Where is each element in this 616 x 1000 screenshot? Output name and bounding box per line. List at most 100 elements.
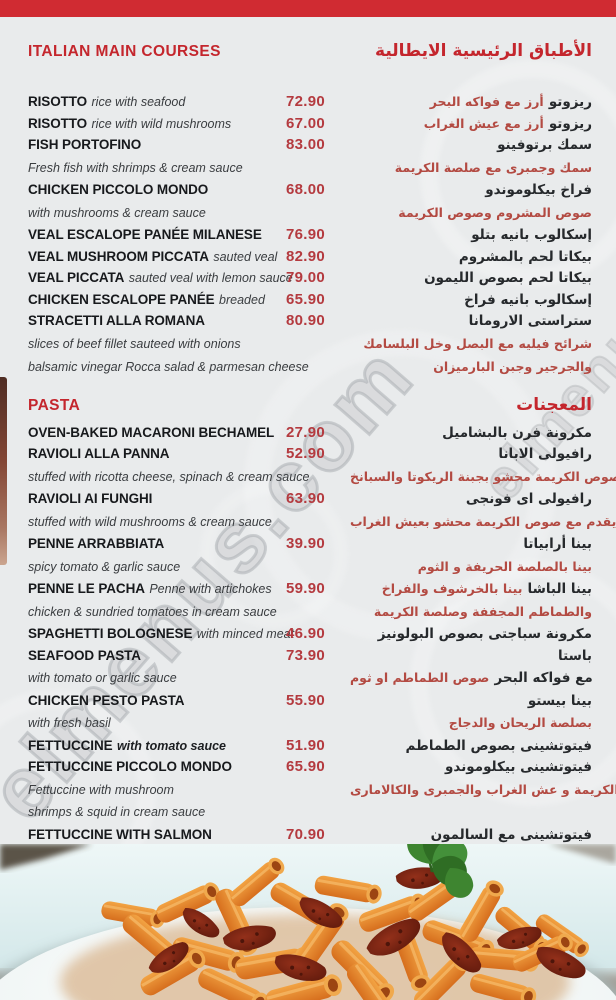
item-text-ar: فيتوتشينى بيكلوموندو	[350, 756, 592, 778]
item-text-ar: إسكالوب بانيه فراخ	[350, 289, 592, 311]
item-text-en: VEAL ESCALOPE PANÉE MILANESE	[28, 225, 286, 246]
item-text-en: stuffed with wild mushrooms & cream sauc…	[28, 511, 286, 534]
item-price: 80.90	[286, 312, 326, 329]
item-name-ar: مكرونة سباجتى بصوص البولونيز	[377, 626, 592, 642]
item-text-en: balsamic vinegar Rocca salad & parmesan …	[28, 356, 309, 379]
item-name-ar: باستا	[558, 647, 592, 664]
item-description-ar: يقدم مع صوص الكريمة محشو بجبنة الريكوتا …	[350, 468, 616, 484]
item-text-ar: ستراستى الارومانا	[350, 310, 592, 332]
item-price: 76.90	[286, 226, 326, 243]
item-name-ar: إسكالوب بانيه فراخ	[464, 291, 592, 308]
item-text-ar: باستا	[350, 645, 592, 667]
item-description-en: with tomato or garlic sauce	[28, 671, 177, 685]
item-price: 79.00	[286, 269, 326, 286]
item-description-en: sauted veal	[213, 249, 278, 264]
item-name-en: RAVIOLI ALLA PANNA	[28, 446, 170, 461]
item-text-ar: مع فواكه البحر صوص الطماطم او ثوم	[350, 666, 593, 690]
item-text-ar: يقدم مع صوص الكريمة محشو بجبنة الريكوتا …	[350, 465, 616, 488]
item-description-ar: بينا بالصلصة الحريفة و الثوم	[417, 558, 592, 574]
item-description-en: Penne with artichokes	[149, 582, 272, 596]
item-price: 83.00	[286, 136, 326, 153]
menu-description-row: slices of beef fillet sauteed with onion…	[28, 332, 592, 356]
item-name-en: PENNE LE PACHA	[28, 581, 145, 596]
menu-description-row: with tomato or garlic sauce مع فواكه البح…	[28, 666, 593, 690]
section-heading-en: ITALIAN MAIN COURSES	[28, 43, 221, 60]
item-name-en: FETTUCCINE WITH SALMON	[28, 826, 212, 842]
item-description-ar: بينا بالخرشوف والفراخ	[381, 581, 523, 596]
item-name-ar: ستراستى الارومانا	[468, 313, 592, 329]
item-description-en: chicken & sundried tomatoes in cream sau…	[28, 604, 277, 619]
item-description-en: stuffed with wild mushrooms & cream sauc…	[28, 514, 272, 529]
section-heading: PASTA المعجنات	[28, 395, 592, 415]
item-price: 52.90	[286, 445, 326, 462]
item-text-ar: بينا بيستو	[350, 690, 592, 712]
item-text-ar: رافيولى اى فونجى	[350, 488, 592, 510]
item-text-ar: ريزوتو أرز مع فواكه البحر	[350, 91, 592, 113]
item-name-ar: ريزوتو	[548, 115, 592, 132]
item-price: 59.90	[286, 580, 326, 597]
menu-item-row: VEAL MUSHROOM PICCATA sauted veal 82.90 بي…	[28, 246, 592, 268]
item-text-en: CHICKEN ESCALOPE PANÉE breaded	[28, 290, 286, 311]
menu-item-row: VEAL PICCATA sauted veal with lemon sauc…	[28, 267, 592, 289]
item-text-ar: ريزوتو أرز مع عيش الغراب	[350, 113, 592, 135]
item-name-ar: فيتوتشينى بيكلوموندو	[445, 759, 592, 775]
item-price: 82.90	[286, 247, 326, 265]
item-name-en: SPAGHETTI BOLOGNESE	[28, 626, 193, 641]
item-description-ar: والجرجير وجبن البارميزان	[433, 359, 592, 374]
menu-description-row: chicken & sundried tomatoes in cream sau…	[28, 600, 592, 624]
item-price: 67.00	[286, 114, 326, 132]
item-price: 65.90	[286, 758, 326, 775]
menu-item-row: FETTUCCINE with tomato sauce 51.90 فيتوتشي…	[28, 735, 592, 757]
item-description-ar: صوص الطماطم او ثوم	[350, 670, 490, 685]
item-name-ar: مكرونة فرن بالبشاميل	[442, 424, 592, 441]
item-text-ar: بيكاتا لحم بصوص الليمون	[350, 267, 592, 289]
item-price: 46.90	[286, 625, 326, 642]
item-price: 65.90	[286, 290, 326, 308]
menu-description-row: with mushrooms & cream sauce صوص المشروم …	[28, 201, 592, 225]
item-name-ar: ريزوتو	[548, 94, 592, 110]
item-name-en: RAVIOLI AI FUNGHI	[28, 491, 153, 506]
menu-item-row: RAVIOLI ALLA PANNA 52.90 رافيولى الابانا	[28, 443, 592, 465]
item-description-ar: أرز مع فواكه البحر	[429, 94, 544, 109]
item-description-en: with mushrooms & cream sauce	[28, 205, 206, 220]
item-name-en: FISH PORTOFINO	[28, 137, 142, 152]
item-price: 27.90	[286, 423, 326, 441]
menu-description-row: Fresh fish with shrimps & cream sauce سمك…	[28, 156, 592, 180]
section-heading-ar: المعجنات	[516, 394, 592, 415]
item-text-ar: بصلصة الريحان والدجاج	[350, 711, 592, 734]
item-description-en: Fettuccine with mushroom	[28, 782, 174, 797]
menu-description-row: stuffed with wild mushrooms & cream sauc…	[28, 510, 616, 534]
item-text-en: with tomato or garlic sauce	[28, 667, 286, 690]
item-name-ar: مع فواكه البحر	[494, 670, 593, 686]
item-text-ar: مع الكريمة و عش الغراب والجمبرى والكالام…	[350, 778, 616, 801]
item-name-en: CHICKEN ESCALOPE PANÉE	[28, 291, 215, 307]
item-name-ar: سمك برتوفينو	[497, 137, 592, 153]
item-text-ar: سمك وجمبرى مع صلصة الكريمة	[350, 156, 592, 179]
item-price: 73.90	[286, 646, 326, 664]
item-name-en: VEAL MUSHROOM PICCATA	[28, 248, 209, 264]
item-name-ar: بينا الباشا	[527, 581, 592, 597]
item-text-ar: فيتوتشينى مع السالمون	[350, 824, 592, 846]
item-description-ar: سمك وجمبرى مع صلصة الكريمة	[394, 159, 592, 175]
item-name-en: RISOTTO	[28, 115, 88, 131]
menu-description-row: spicy tomato & garlic sauce بينا بالصلصة …	[28, 555, 592, 579]
item-name-en: STRACETTI ALLA ROMANA	[28, 313, 205, 328]
item-text-en: CHICKEN PESTO PASTA	[28, 691, 286, 712]
item-price: 39.90	[286, 535, 326, 552]
item-text-en: CHICKEN PICCOLO MONDO	[28, 180, 286, 201]
item-text-ar: بينا أرابياتا	[350, 533, 592, 555]
item-text-en: SPAGHETTI BOLOGNESE with minced meat	[28, 624, 294, 645]
item-name-ar: رافيولى الابانا	[498, 446, 592, 462]
item-text-ar: فيتوتشينى بصوص الطماطم	[350, 735, 592, 757]
item-price: 51.90	[286, 736, 326, 754]
item-text-en: slices of beef fillet sauteed with onion…	[28, 333, 286, 356]
item-text-en: VEAL MUSHROOM PICCATA sauted veal	[28, 247, 286, 268]
menu-description-row: stuffed with ricotta cheese, spinach & c…	[28, 465, 616, 489]
item-name-en: RISOTTO	[28, 94, 88, 109]
item-text-ar: رافيولى الابانا	[350, 443, 592, 465]
item-description-en: rice with seafood	[91, 95, 186, 109]
menu-item-row: STRACETTI ALLA ROMANA 80.90 ستراستى الاروم…	[28, 310, 592, 332]
item-description-ar: والطماطم المجففة وصلصة الكريمة	[373, 603, 592, 619]
section-heading-ar: الأطباق الرئيسية الايطالية	[375, 41, 592, 61]
item-name-en: CHICKEN PICCOLO MONDO	[28, 182, 209, 197]
